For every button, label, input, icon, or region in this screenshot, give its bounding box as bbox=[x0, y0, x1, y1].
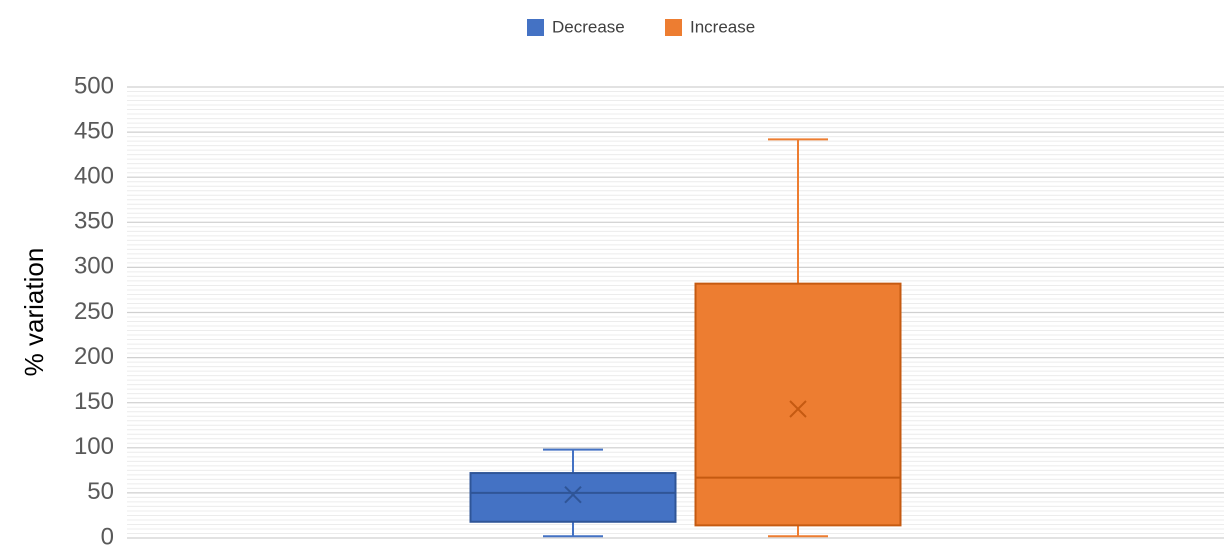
y-axis-label: % variation bbox=[19, 248, 49, 377]
box bbox=[469, 472, 677, 523]
y-tick-label: 200 bbox=[74, 343, 114, 370]
legend-label: Decrease bbox=[552, 17, 625, 36]
y-tick-label: 50 bbox=[87, 478, 114, 505]
y-tick-label: 100 bbox=[74, 433, 114, 460]
y-tick-label: 400 bbox=[74, 163, 114, 190]
y-tick-label: 300 bbox=[74, 253, 114, 280]
y-tick-label: 500 bbox=[74, 72, 114, 99]
y-tick-label: 350 bbox=[74, 208, 114, 235]
box bbox=[694, 282, 902, 527]
legend-label: Increase bbox=[690, 17, 755, 36]
mean-marker bbox=[789, 400, 807, 418]
mean-marker bbox=[564, 485, 582, 504]
y-tick-label: 450 bbox=[74, 117, 114, 144]
y-tick-label: 250 bbox=[74, 298, 114, 325]
legend-swatch bbox=[665, 19, 682, 36]
y-tick-label: 0 bbox=[101, 523, 114, 548]
legend-swatch bbox=[527, 19, 544, 36]
y-tick-label: 150 bbox=[74, 388, 114, 415]
